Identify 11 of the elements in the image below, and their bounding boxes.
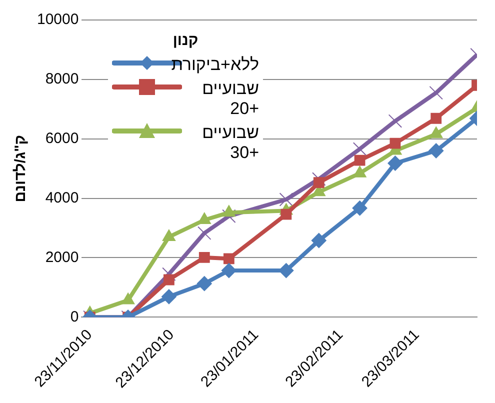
y-tick-label: 2000 <box>45 248 79 266</box>
legend-label: שבועיים +20 <box>201 79 259 119</box>
y-tick-label: 10000 <box>36 11 79 28</box>
y-tick-label: 4000 <box>45 189 79 206</box>
y-tick-label: 6000 <box>45 130 79 148</box>
y-tick-label: 0 <box>70 308 79 326</box>
legend-label: ללא+ביקורת <box>171 55 259 75</box>
legend-title: קנון <box>172 32 200 49</box>
y-axis-title: ק"ג/לדונם <box>12 134 30 202</box>
y-tick-label: 8000 <box>45 70 79 88</box>
legend-label: שבועיים +30 <box>201 123 259 163</box>
